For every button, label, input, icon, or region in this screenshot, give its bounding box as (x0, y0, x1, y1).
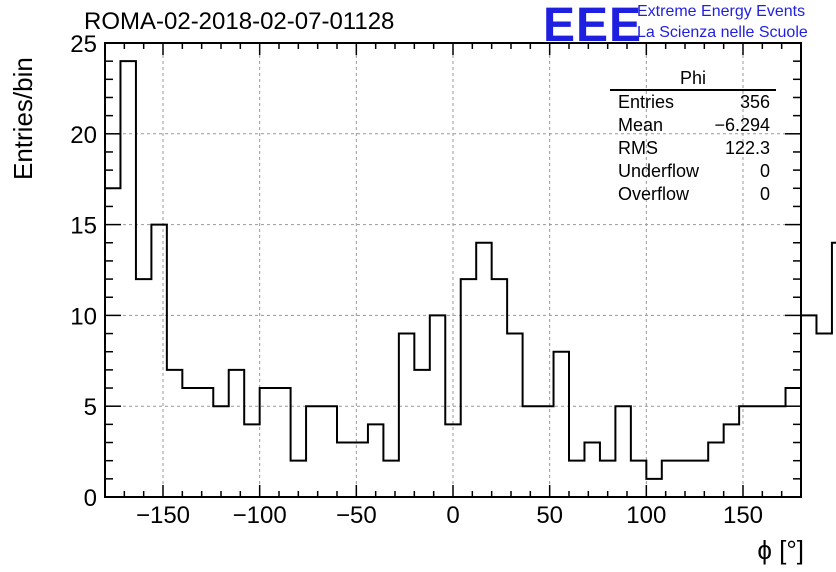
stats-value: 0 (759, 161, 770, 181)
histogram-bin (476, 243, 491, 497)
histogram-series (104, 60, 836, 497)
stats-label: RMS (618, 138, 658, 158)
axis-ticks (105, 43, 801, 497)
stats-label: Mean (618, 115, 664, 135)
stats-label: Overflow (618, 184, 690, 204)
histogram-bin (507, 334, 522, 497)
histogram-bin (260, 388, 275, 497)
chart-title: ROMA-02-2018-02-07-01128 (84, 8, 395, 35)
y-tick-label: 0 (84, 485, 97, 512)
histogram-bin (739, 406, 754, 497)
stats-value: 356 (739, 92, 770, 112)
x-tick-label: 100 (626, 502, 666, 529)
histogram-bin (337, 443, 352, 497)
stats-value: 122.3 (724, 138, 770, 158)
histogram-bin (430, 315, 445, 497)
histogram-bin (755, 406, 770, 497)
histogram-bin (816, 334, 831, 497)
y-tick-label: 15 (70, 213, 97, 240)
histogram-bin (213, 406, 228, 497)
histogram-outline (104, 60, 836, 497)
histogram-bin (368, 424, 383, 497)
histogram-bin (523, 406, 538, 497)
histogram-bin (832, 243, 836, 497)
y-tick-label: 5 (84, 394, 97, 421)
histogram-bin (569, 461, 584, 497)
stats-row: Entries 356 (610, 91, 776, 114)
histogram-bin (461, 279, 476, 497)
histogram-bin (554, 352, 569, 497)
histogram-bin (322, 406, 337, 497)
stats-value: −6.294 (714, 115, 770, 135)
histogram-bin (801, 315, 816, 497)
stats-row: Overflow 0 (610, 183, 776, 206)
histogram-bin (182, 388, 197, 497)
x-tick-label: 150 (723, 502, 763, 529)
histogram-bin (151, 225, 166, 497)
histogram-bin (538, 406, 553, 497)
histogram-bin (244, 424, 259, 497)
tick-labels: −150 −100 −50 0 50 100 150 0 5 10 15 20 25 (70, 31, 763, 529)
histogram-bin (383, 461, 398, 497)
stats-row: RMS 122.3 (610, 137, 776, 160)
logo-line-2: La Scienza nelle Scuole (637, 24, 808, 41)
y-tick-label: 20 (70, 122, 97, 149)
histogram-bin (770, 406, 785, 497)
histogram-bin (399, 334, 414, 497)
histogram-bin (306, 406, 321, 497)
y-tick-label: 10 (70, 303, 97, 330)
x-tick-label: −150 (136, 502, 190, 529)
stats-row: Mean −6.294 (610, 114, 776, 137)
histogram-bin (352, 443, 367, 497)
histogram-bin (105, 188, 120, 497)
histogram-bin (167, 370, 182, 497)
histogram-bin (136, 279, 151, 497)
histogram-bin (646, 479, 661, 497)
x-tick-label: 0 (446, 502, 459, 529)
histogram-bin (708, 443, 723, 497)
histogram-bin (584, 443, 599, 497)
histogram-bin (414, 370, 429, 497)
histogram-bin (631, 461, 646, 497)
x-axis-label: ϕ [°] (757, 535, 804, 565)
stats-label: Underflow (618, 161, 700, 181)
x-tick-label: −50 (336, 502, 377, 529)
x-tick-label: 50 (536, 502, 563, 529)
histogram-bin (229, 370, 244, 497)
stats-box: Phi Entries 356 Mean −6.294 RMS 122.3 Un… (610, 68, 776, 206)
stats-title: Phi (610, 68, 776, 91)
y-tick-label: 25 (70, 31, 97, 58)
histogram-bin (275, 388, 290, 497)
logo-line-1: Extreme Energy Events (637, 3, 806, 20)
histogram-bin (662, 461, 677, 497)
x-tick-label: −100 (233, 502, 287, 529)
stats-label: Entries (618, 92, 675, 112)
y-axis-label: Entries/bin (8, 57, 38, 180)
eee-logo: EEE (543, 0, 643, 52)
histogram-bin (198, 388, 213, 497)
histogram-bin (615, 406, 630, 497)
histogram-bin (120, 61, 135, 497)
histogram-bin (724, 424, 739, 497)
stats-row: Underflow 0 (610, 160, 776, 183)
stats-value: 0 (759, 184, 770, 204)
histogram-bin (693, 461, 708, 497)
histogram-bin (492, 279, 507, 497)
